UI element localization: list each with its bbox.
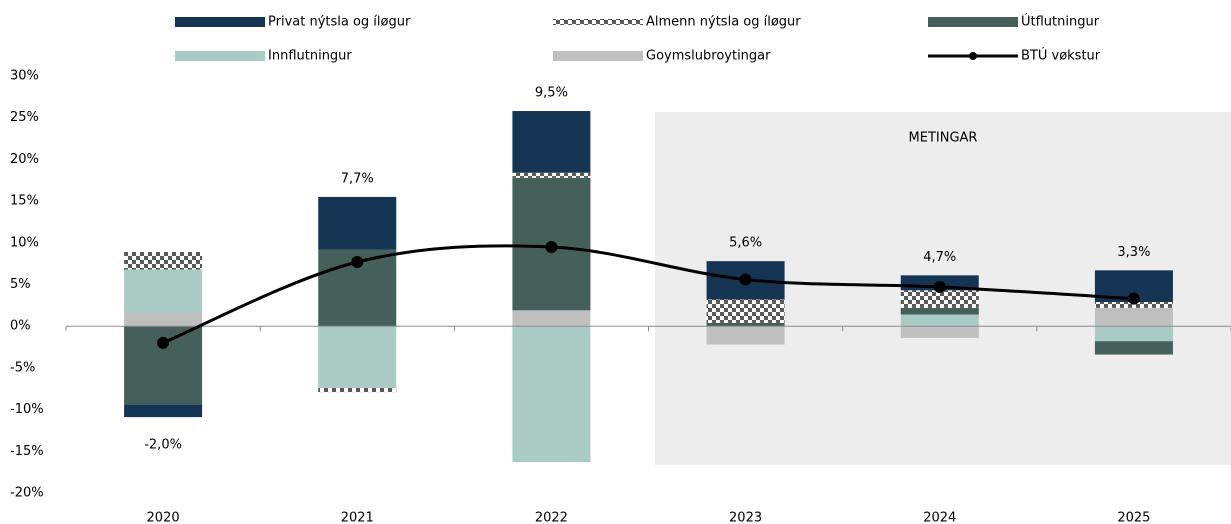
bar-segment	[900, 307, 979, 315]
bar-segment	[706, 322, 785, 327]
legend-swatch	[928, 17, 1018, 27]
line-marker	[157, 336, 170, 349]
bar-segment	[1094, 307, 1173, 327]
line-marker	[545, 240, 558, 253]
x-tick-label: 2021	[341, 511, 374, 524]
data-label: 9,5%	[535, 86, 568, 101]
bar-segment	[318, 196, 397, 250]
legend-marker	[969, 52, 977, 60]
bar-segment	[900, 290, 979, 308]
bar-segment	[124, 404, 203, 418]
bar-segment	[512, 172, 591, 178]
data-label: 3,3%	[1117, 245, 1150, 260]
legend-swatch	[553, 19, 643, 25]
data-label: 5,6%	[729, 236, 762, 251]
line	[162, 244, 1135, 345]
x-tick-label: 2025	[1117, 511, 1150, 524]
bar-segment	[512, 326, 591, 463]
bar-segment	[1094, 302, 1173, 308]
x-tick-label: 2024	[923, 511, 956, 524]
y-tick-label: 15%	[10, 194, 39, 209]
bar-segment	[900, 326, 979, 338]
legend-label: Útflutningur	[1021, 14, 1100, 30]
y-tick-label: 10%	[10, 235, 39, 250]
y-tick-label: -15%	[10, 444, 44, 459]
x-tick-label: 2020	[147, 511, 180, 524]
bar-segment	[512, 111, 591, 173]
bar-segment	[124, 312, 203, 327]
x-tick-label: 2023	[729, 511, 762, 524]
bar-segment	[1094, 341, 1173, 355]
legend-swatch	[553, 51, 643, 61]
legend-label: BTÚ vøkstur	[1021, 48, 1101, 64]
y-tick-label: -5%	[10, 360, 35, 375]
y-tick-label: 20%	[10, 152, 39, 167]
line-marker	[739, 273, 752, 286]
data-label: 7,7%	[341, 171, 374, 186]
y-tick-label: 30%	[10, 69, 39, 84]
data-label: -2,0%	[144, 438, 182, 453]
bar-segment	[706, 326, 785, 345]
legend-swatch	[175, 51, 265, 61]
bar-segment	[318, 326, 397, 388]
legend-label: Privat nýtsla og íløgur	[268, 15, 411, 30]
bar-segment	[318, 387, 397, 393]
bar-segment	[124, 251, 203, 270]
y-tick-label: -20%	[10, 486, 44, 501]
line-marker	[1127, 292, 1140, 305]
y-tick-label: -10%	[10, 402, 44, 417]
line-marker	[351, 255, 364, 268]
y-tick-label: 0%	[10, 319, 31, 334]
bar-segment	[124, 269, 203, 313]
line-marker	[933, 281, 946, 294]
legend-label: Goymslubroytingar	[646, 49, 771, 64]
y-tick-label: 25%	[10, 110, 39, 125]
bar-segment	[706, 299, 785, 323]
x-tick-label: 2022	[535, 511, 568, 524]
bar-segment	[1094, 326, 1173, 342]
legend-swatch	[175, 17, 265, 27]
bar-segment	[512, 310, 591, 327]
y-tick-label: 5%	[10, 277, 31, 292]
legend-label: Almenn nýtsla og íløgur	[646, 15, 801, 30]
bar-segment	[900, 314, 979, 327]
data-label: 4,7%	[923, 250, 956, 265]
annotation: METINGAR	[909, 131, 978, 146]
legend-label: Innflutningur	[268, 49, 352, 64]
